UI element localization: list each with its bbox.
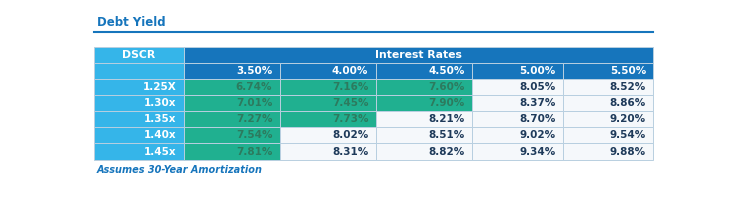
Text: Assumes 30-Year Amortization: Assumes 30-Year Amortization bbox=[97, 165, 262, 176]
Text: 9.54%: 9.54% bbox=[609, 130, 646, 140]
Bar bbox=[376, 111, 472, 127]
Text: 3.50%: 3.50% bbox=[236, 66, 273, 76]
Text: 7.27%: 7.27% bbox=[235, 114, 273, 124]
Text: 5.50%: 5.50% bbox=[609, 66, 646, 76]
Text: 9.02%: 9.02% bbox=[519, 130, 555, 140]
Text: 8.31%: 8.31% bbox=[332, 146, 368, 157]
Text: 5.00%: 5.00% bbox=[519, 66, 555, 76]
Bar bbox=[280, 95, 376, 111]
Bar bbox=[472, 79, 563, 95]
Text: 9.34%: 9.34% bbox=[519, 146, 555, 157]
Bar bbox=[563, 95, 653, 111]
Bar bbox=[376, 79, 472, 95]
Text: 1.40x: 1.40x bbox=[144, 130, 176, 140]
Text: 8.52%: 8.52% bbox=[609, 82, 646, 92]
Bar bbox=[472, 127, 563, 143]
Text: 8.02%: 8.02% bbox=[332, 130, 368, 140]
Text: 9.20%: 9.20% bbox=[610, 114, 646, 124]
Text: 4.00%: 4.00% bbox=[332, 66, 368, 76]
Text: 8.05%: 8.05% bbox=[519, 82, 555, 92]
Bar bbox=[563, 143, 653, 160]
Text: 1.30x: 1.30x bbox=[144, 98, 176, 108]
Text: 7.54%: 7.54% bbox=[235, 130, 273, 140]
Text: Interest Rates: Interest Rates bbox=[375, 50, 462, 60]
Bar bbox=[94, 79, 184, 95]
Bar bbox=[94, 63, 184, 79]
Bar bbox=[376, 127, 472, 143]
Text: 1.45x: 1.45x bbox=[144, 146, 176, 157]
Text: 7.60%: 7.60% bbox=[428, 82, 464, 92]
Bar bbox=[184, 143, 280, 160]
Text: 4.50%: 4.50% bbox=[428, 66, 464, 76]
Text: 6.74%: 6.74% bbox=[235, 82, 273, 92]
Bar bbox=[376, 63, 472, 79]
Text: 7.73%: 7.73% bbox=[332, 114, 368, 124]
Text: 8.82%: 8.82% bbox=[428, 146, 464, 157]
Text: 8.37%: 8.37% bbox=[519, 98, 555, 108]
Text: DSCR: DSCR bbox=[122, 50, 155, 60]
Bar bbox=[184, 63, 280, 79]
Bar bbox=[472, 143, 563, 160]
Bar bbox=[376, 95, 472, 111]
Text: 8.51%: 8.51% bbox=[428, 130, 464, 140]
Text: 8.21%: 8.21% bbox=[428, 114, 464, 124]
Text: 1.35x: 1.35x bbox=[144, 114, 176, 124]
Bar bbox=[563, 127, 653, 143]
Bar bbox=[376, 143, 472, 160]
Text: 8.70%: 8.70% bbox=[519, 114, 555, 124]
Text: 1.25X: 1.25X bbox=[143, 82, 176, 92]
Bar bbox=[563, 111, 653, 127]
Bar bbox=[472, 95, 563, 111]
Text: 7.90%: 7.90% bbox=[428, 98, 464, 108]
Bar bbox=[184, 95, 280, 111]
Bar bbox=[184, 79, 280, 95]
Bar bbox=[94, 47, 184, 63]
Bar bbox=[280, 111, 376, 127]
Bar bbox=[472, 63, 563, 79]
Text: 7.81%: 7.81% bbox=[236, 146, 273, 157]
Text: 7.45%: 7.45% bbox=[332, 98, 368, 108]
Text: Debt Yield: Debt Yield bbox=[97, 16, 165, 29]
Bar bbox=[280, 63, 376, 79]
Bar bbox=[280, 143, 376, 160]
Text: 8.86%: 8.86% bbox=[609, 98, 646, 108]
Bar bbox=[94, 111, 184, 127]
Bar bbox=[472, 111, 563, 127]
Bar bbox=[563, 79, 653, 95]
Text: 7.16%: 7.16% bbox=[332, 82, 368, 92]
Bar bbox=[94, 143, 184, 160]
Bar bbox=[94, 127, 184, 143]
Bar bbox=[184, 127, 280, 143]
Bar bbox=[94, 95, 184, 111]
Bar bbox=[184, 47, 653, 63]
Bar bbox=[563, 63, 653, 79]
Bar bbox=[280, 127, 376, 143]
Text: 9.88%: 9.88% bbox=[610, 146, 646, 157]
Bar bbox=[280, 79, 376, 95]
Text: 7.01%: 7.01% bbox=[236, 98, 273, 108]
Bar bbox=[184, 111, 280, 127]
